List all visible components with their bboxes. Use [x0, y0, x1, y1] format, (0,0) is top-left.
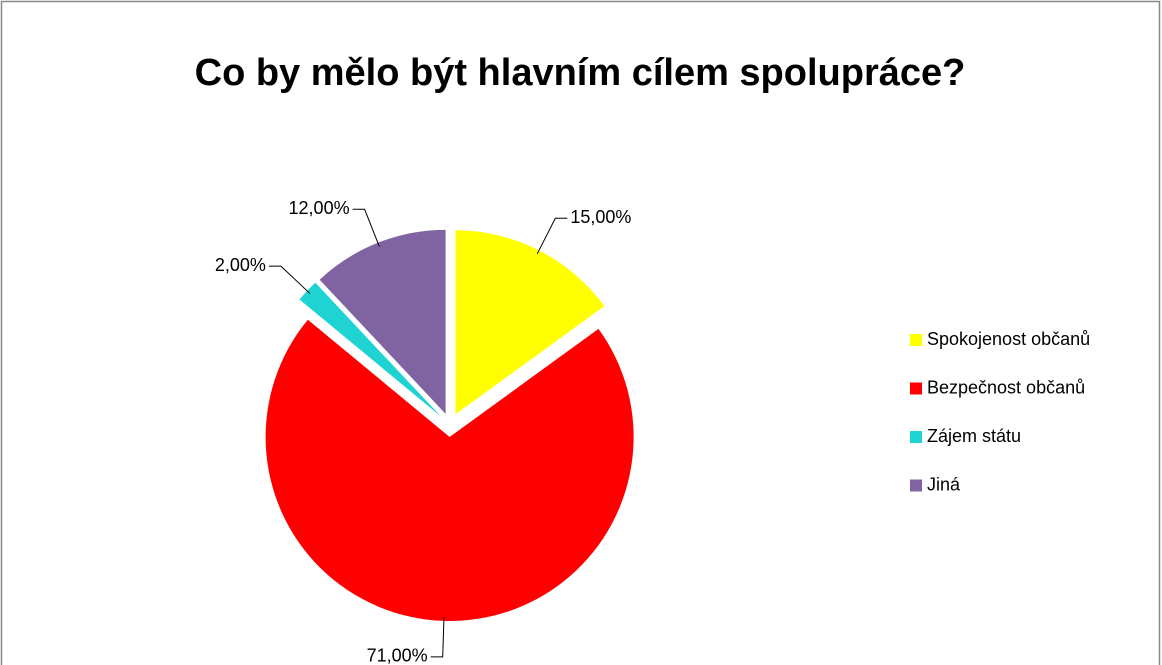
- legend-swatch: [910, 334, 922, 346]
- data-label: 15,00%: [570, 207, 631, 227]
- legend-swatch: [910, 431, 922, 443]
- leader-line: [536, 217, 568, 255]
- legend-label: Bezpečnost občanů: [927, 377, 1085, 397]
- pie-slice: [455, 230, 605, 415]
- pie-slice: [299, 282, 442, 417]
- legend-label: Zájem státu: [927, 426, 1021, 446]
- pie-slice: [319, 229, 446, 414]
- data-label: 71,00%: [367, 646, 428, 665]
- data-label: 12,00%: [289, 198, 350, 218]
- legend-label: Jiná: [927, 474, 961, 494]
- chart-title: Co by mělo být hlavním cílem spolupráce?: [195, 52, 966, 94]
- leader-line: [430, 616, 445, 658]
- pie-slice: [265, 319, 634, 621]
- legend-label: Spokojenost občanů: [927, 329, 1090, 349]
- leader-line: [352, 208, 380, 247]
- legend-swatch: [910, 479, 922, 492]
- legend-swatch: [910, 382, 922, 395]
- leader-line: [268, 265, 311, 294]
- data-label: 2,00%: [215, 255, 266, 275]
